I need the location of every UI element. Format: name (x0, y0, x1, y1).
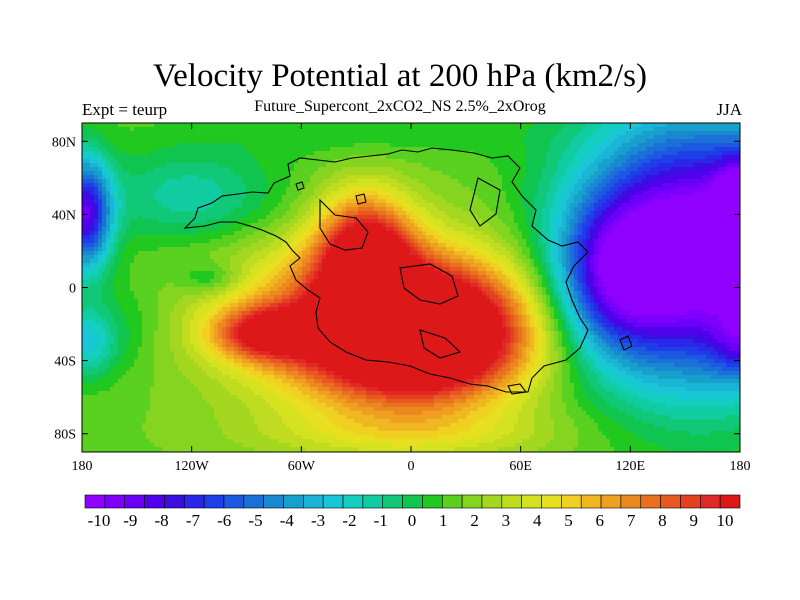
colorbar-swatch (422, 494, 443, 509)
colorbar-swatch (362, 494, 384, 509)
colorbar-swatch (620, 494, 642, 509)
colorbar-label: 6 (596, 511, 605, 530)
y-tick-label: 80S (54, 428, 76, 443)
colorbar-label: 7 (627, 511, 636, 530)
colorbar-swatch (441, 494, 463, 509)
colorbar-swatch (521, 494, 542, 509)
colorbar-swatch (104, 494, 125, 509)
colorbar-label: 3 (502, 511, 511, 530)
season-label: JJA (716, 100, 742, 119)
colorbar-swatch (700, 494, 721, 509)
colorbar-label: 0 (408, 511, 417, 530)
velocity-potential-field (82, 123, 740, 452)
colorbar-swatch (680, 494, 701, 509)
x-tick-label: 120W (175, 459, 210, 474)
colorbar-label: -10 (88, 511, 111, 530)
offshore-island (619, 335, 633, 351)
colorbar-swatch (660, 494, 681, 509)
plot-subtitle: Future_Supercont_2xCO2_NS 2.5%_2xOrog (254, 98, 546, 115)
x-tick-label: 60E (509, 459, 532, 474)
y-tick-label: 40N (52, 208, 76, 223)
colorbar-label: -6 (217, 511, 231, 530)
colorbar-swatch (541, 494, 562, 509)
y-tick-label: 80N (52, 135, 76, 150)
y-tick-label: 40S (54, 355, 76, 370)
colorbar-label: -4 (280, 511, 295, 530)
colorbar-swatch (223, 494, 245, 509)
colorbar-label: 1 (439, 511, 448, 530)
colorbar: -10 -9 -8 -7 -6 -5 -4 -3 -2 -1 0 1 2 3 4 5 6 7 8 9 10 (84, 494, 741, 530)
colorbar-label: -8 (155, 511, 169, 530)
offshore-island (355, 193, 367, 205)
inland-sea (399, 263, 459, 305)
eastern-gulf (469, 177, 501, 227)
colorbar-swatch (382, 494, 403, 509)
offshore-island (507, 383, 527, 395)
x-tick-label: 0 (408, 459, 415, 474)
colorbar-swatch (342, 494, 364, 509)
colorbar-label: 8 (658, 511, 667, 530)
colorbar-swatch (719, 494, 741, 509)
colorbar-swatch (461, 494, 483, 509)
colorbar-swatch (402, 494, 423, 509)
colorbar-swatch (501, 494, 522, 509)
colorbar-swatch (481, 494, 503, 509)
colorbar-label: 4 (533, 511, 542, 530)
colorbar-swatch (561, 494, 582, 509)
continent-outline (183, 147, 633, 395)
colorbar-swatch (600, 494, 622, 509)
offshore-island (295, 181, 305, 191)
colorbar-swatch (183, 494, 205, 509)
axis-ticks (81, 123, 741, 452)
supercontinent-coastline (183, 147, 589, 393)
colorbar-swatch (124, 494, 145, 509)
southern-inlet (419, 329, 462, 359)
colorbar-label: -3 (311, 511, 325, 530)
colorbar-label: 2 (470, 511, 479, 530)
plot-title: Velocity Potential at 200 hPa (km2/s) (152, 58, 648, 94)
colorbar-swatch (263, 494, 284, 509)
colorbar-label: 9 (689, 511, 698, 530)
colorbar-swatch (144, 494, 165, 509)
colorbar-swatch (580, 494, 602, 509)
experiment-label: Expt = teurp (82, 100, 168, 119)
colorbar-label: -5 (248, 511, 262, 530)
colorbar-swatch (243, 494, 264, 509)
colorbar-swatch (322, 494, 344, 509)
northern-bay (319, 198, 369, 251)
colorbar-swatch (203, 494, 225, 509)
axis-labels: 180 120W 60W 0 60E 120E 180 80N 40N 0 40S 80S (52, 135, 751, 474)
colorbar-label: -9 (123, 511, 137, 530)
colorbar-label: -2 (342, 511, 356, 530)
y-tick-label: 0 (69, 282, 76, 297)
colorbar-swatch (303, 494, 324, 509)
colorbar-label: 5 (564, 511, 573, 530)
x-tick-label: 180 (730, 459, 751, 474)
colorbar-label: 10 (717, 511, 734, 530)
x-tick-label: 120E (616, 459, 646, 474)
colorbar-label: -7 (186, 511, 201, 530)
colorbar-swatch (84, 494, 106, 509)
colorbar-swatch (164, 494, 185, 509)
colorbar-swatch (283, 494, 304, 509)
x-tick-label: 60W (288, 459, 316, 474)
x-tick-label: 180 (72, 459, 93, 474)
colorbar-label: -1 (374, 511, 388, 530)
colorbar-swatch (640, 494, 661, 509)
